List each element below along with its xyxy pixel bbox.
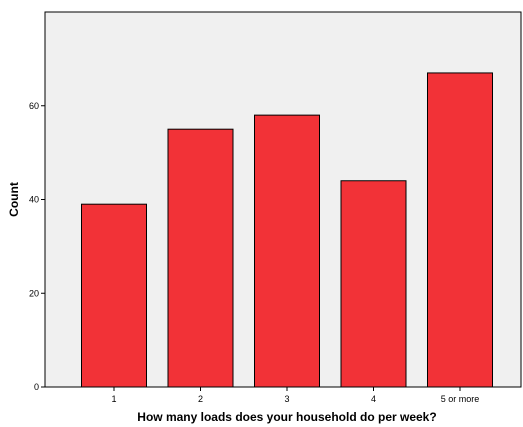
y-tick-label: 0 — [34, 382, 39, 392]
bar-2 — [167, 128, 234, 388]
x-tick-label: 2 — [198, 394, 203, 404]
x-axis: 1 2 3 4 5 or more — [111, 387, 479, 404]
bar-1 — [81, 203, 147, 388]
y-tick-label: 60 — [29, 101, 39, 111]
bar-5 — [427, 72, 493, 388]
x-tick-label: 1 — [111, 394, 116, 404]
y-tick-label: 20 — [29, 288, 39, 298]
y-tick-label: 40 — [29, 195, 39, 205]
x-tick-label: 4 — [371, 394, 376, 404]
y-axis: 0 20 40 60 — [29, 101, 45, 392]
bar-3 — [254, 114, 320, 388]
x-tick-label: 3 — [284, 394, 289, 404]
bars-group — [81, 72, 493, 388]
x-axis-title: How many loads does your household do pe… — [137, 410, 436, 424]
x-tick-label: 5 or more — [441, 394, 480, 404]
y-axis-title: Count — [7, 182, 21, 217]
bar-4 — [340, 180, 407, 388]
